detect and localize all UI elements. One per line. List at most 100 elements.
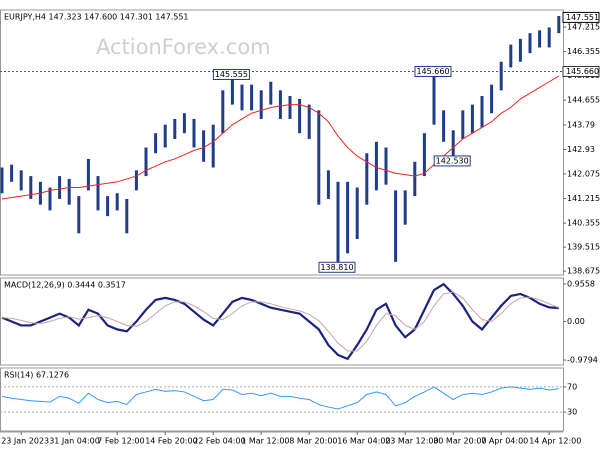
price-bar xyxy=(547,27,551,48)
price-bar xyxy=(115,193,119,211)
price-bar xyxy=(451,130,455,161)
price-bar xyxy=(240,84,244,111)
series-line xyxy=(1,282,559,361)
price-bar xyxy=(442,110,446,142)
price-bar xyxy=(269,81,273,105)
panel-frame xyxy=(0,277,564,366)
x-tick-label: 14 Feb 20:00 xyxy=(145,437,197,446)
price-bar xyxy=(19,170,23,191)
price-bar xyxy=(326,170,330,199)
y-tick-label: 144.655 xyxy=(567,96,600,105)
price-bar xyxy=(0,167,4,194)
x-tick-label: 30 Mar 20:00 xyxy=(433,437,486,446)
annotation-label: 145.555 xyxy=(215,70,248,79)
x-tick-label: 7 Apr 04:00 xyxy=(481,437,528,446)
series-line xyxy=(1,291,559,352)
y-tick-label: 147.215 xyxy=(567,23,600,32)
price-bar xyxy=(154,133,158,154)
price-bar xyxy=(384,147,388,185)
level-label: 145.660 xyxy=(566,67,599,76)
price-bar xyxy=(173,118,177,139)
annotation-box xyxy=(414,65,452,77)
y-tick-label: -0.9794 xyxy=(567,356,598,365)
price-bar xyxy=(192,118,196,148)
x-tick-label: 23 Mar 12:00 xyxy=(385,437,438,446)
price-bar xyxy=(518,38,522,62)
price-bar xyxy=(278,90,282,119)
y-tick-label: 141.215 xyxy=(567,194,600,203)
y-tick-label: 30 xyxy=(567,408,577,417)
price-bar xyxy=(317,110,321,205)
price-bar xyxy=(470,104,474,134)
annotation-box xyxy=(212,68,250,80)
price-bar xyxy=(10,164,14,182)
annotation-label: 145.660 xyxy=(416,67,449,76)
price-bar xyxy=(106,196,110,217)
price-bar xyxy=(432,71,436,125)
price-bar xyxy=(48,187,52,211)
price-bar xyxy=(528,33,532,54)
y-tick-label: 143.79 xyxy=(567,120,595,129)
y-tick-label: 146.355 xyxy=(567,47,600,56)
y-tick-label: 139.515 xyxy=(567,243,600,252)
last-price-label: 147.551 xyxy=(566,13,599,22)
price-bar xyxy=(346,181,350,254)
y-tick-label: 70 xyxy=(567,382,577,391)
price-bar xyxy=(490,84,494,114)
price-bar xyxy=(77,196,81,234)
x-tick-label: 7 Feb 12:00 xyxy=(97,437,144,446)
last-price-box xyxy=(562,11,600,23)
price-bar xyxy=(374,141,378,191)
price-bar xyxy=(250,84,254,111)
price-bar xyxy=(96,176,100,211)
price-bar xyxy=(125,198,129,234)
price-bar xyxy=(144,147,148,177)
price-bar xyxy=(307,104,311,139)
price-bar xyxy=(182,113,186,134)
annotation-label: 138.810 xyxy=(320,263,353,272)
price-bar xyxy=(163,124,167,148)
price-bar xyxy=(29,176,33,199)
price-bar xyxy=(509,44,513,68)
annotation-label: 142.530 xyxy=(436,156,469,165)
price-bar xyxy=(461,110,465,139)
price-bar xyxy=(230,74,234,105)
x-tick-label: 31 Jan 04:00 xyxy=(49,437,100,446)
panel-frame xyxy=(0,9,564,276)
price-bar xyxy=(413,161,417,197)
level-box xyxy=(562,65,600,77)
price-bar xyxy=(202,130,206,162)
price-bar xyxy=(58,176,62,199)
price-bar xyxy=(538,30,542,48)
panel-title: MACD(12,26,9) 0.3444 0.3517 xyxy=(4,281,126,290)
x-tick-label: 8 Mar 20:00 xyxy=(289,437,337,446)
y-tick-label: 142.93 xyxy=(567,145,595,154)
x-tick-label: 16 Mar 04:00 xyxy=(337,437,390,446)
panel-title: RSI(14) 67.1276 xyxy=(4,371,69,380)
price-bar xyxy=(211,124,215,168)
panel-frame xyxy=(0,367,564,432)
x-tick-label: 22 Feb 04:00 xyxy=(193,437,245,446)
price-bar xyxy=(288,96,292,119)
x-tick-label: 14 Apr 12:00 xyxy=(529,437,581,446)
price-bar xyxy=(499,61,503,91)
price-bar xyxy=(365,153,369,205)
series-line xyxy=(1,386,559,410)
annotation-box xyxy=(433,155,471,167)
moving-average xyxy=(1,75,560,200)
price-bar xyxy=(403,190,407,225)
y-tick-label: 0.00 xyxy=(567,317,585,326)
y-tick-label: 142.075 xyxy=(567,169,600,178)
y-tick-label: 140.355 xyxy=(567,219,600,228)
x-tick-label: 23 Jan 2023 xyxy=(1,437,49,446)
price-bar xyxy=(480,96,484,128)
x-tick-label: 1 Mar 12:00 xyxy=(241,437,289,446)
price-bar xyxy=(298,98,302,134)
price-bar xyxy=(422,133,426,177)
price-bar xyxy=(67,178,71,205)
price-bar xyxy=(336,181,340,268)
price-bar xyxy=(557,16,561,34)
y-tick-label: 0.9558 xyxy=(567,279,595,288)
price-bar xyxy=(86,158,90,191)
